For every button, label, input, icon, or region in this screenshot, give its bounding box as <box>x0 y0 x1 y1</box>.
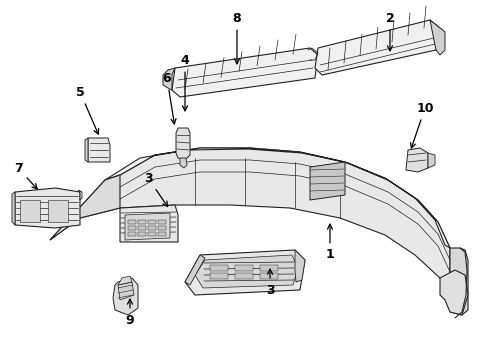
Text: 8: 8 <box>233 12 241 64</box>
Polygon shape <box>185 250 305 295</box>
Polygon shape <box>118 282 134 300</box>
Polygon shape <box>172 48 318 97</box>
Polygon shape <box>158 226 166 230</box>
Polygon shape <box>195 255 298 288</box>
Polygon shape <box>50 148 450 300</box>
Polygon shape <box>78 190 82 200</box>
Polygon shape <box>180 158 187 168</box>
Polygon shape <box>113 278 138 315</box>
Polygon shape <box>12 192 15 225</box>
Polygon shape <box>295 250 305 282</box>
Polygon shape <box>430 20 445 55</box>
Polygon shape <box>148 226 156 230</box>
Text: 9: 9 <box>126 299 134 327</box>
Polygon shape <box>440 270 468 315</box>
Polygon shape <box>450 248 468 315</box>
Polygon shape <box>310 162 345 200</box>
Text: 4: 4 <box>181 54 189 111</box>
Polygon shape <box>85 138 88 162</box>
Polygon shape <box>163 68 175 90</box>
Polygon shape <box>125 213 170 240</box>
Polygon shape <box>50 175 120 240</box>
Polygon shape <box>158 220 166 224</box>
Text: 5: 5 <box>75 85 98 134</box>
Polygon shape <box>210 273 228 279</box>
Text: 6: 6 <box>163 72 176 124</box>
Text: 10: 10 <box>411 102 434 148</box>
Polygon shape <box>88 138 110 162</box>
Polygon shape <box>260 265 278 271</box>
Polygon shape <box>148 220 156 224</box>
Polygon shape <box>148 232 156 236</box>
Polygon shape <box>315 20 440 75</box>
Polygon shape <box>128 232 136 236</box>
Text: 7: 7 <box>14 162 37 189</box>
Polygon shape <box>176 128 190 160</box>
Polygon shape <box>185 255 205 285</box>
Text: 3: 3 <box>266 269 274 297</box>
Polygon shape <box>210 265 228 271</box>
Polygon shape <box>128 226 136 230</box>
Polygon shape <box>15 188 80 228</box>
Polygon shape <box>105 148 450 248</box>
Polygon shape <box>260 273 278 279</box>
Polygon shape <box>138 226 146 230</box>
Polygon shape <box>48 200 68 222</box>
Polygon shape <box>235 265 253 271</box>
Polygon shape <box>138 220 146 224</box>
Polygon shape <box>138 232 146 236</box>
Text: 1: 1 <box>326 224 334 261</box>
Polygon shape <box>158 232 166 236</box>
Polygon shape <box>128 220 136 224</box>
Text: 3: 3 <box>144 171 168 207</box>
Text: 2: 2 <box>386 12 394 51</box>
Polygon shape <box>20 200 40 222</box>
Polygon shape <box>428 153 435 168</box>
Polygon shape <box>120 205 178 242</box>
Polygon shape <box>235 273 253 279</box>
Polygon shape <box>118 276 132 285</box>
Polygon shape <box>406 148 428 172</box>
